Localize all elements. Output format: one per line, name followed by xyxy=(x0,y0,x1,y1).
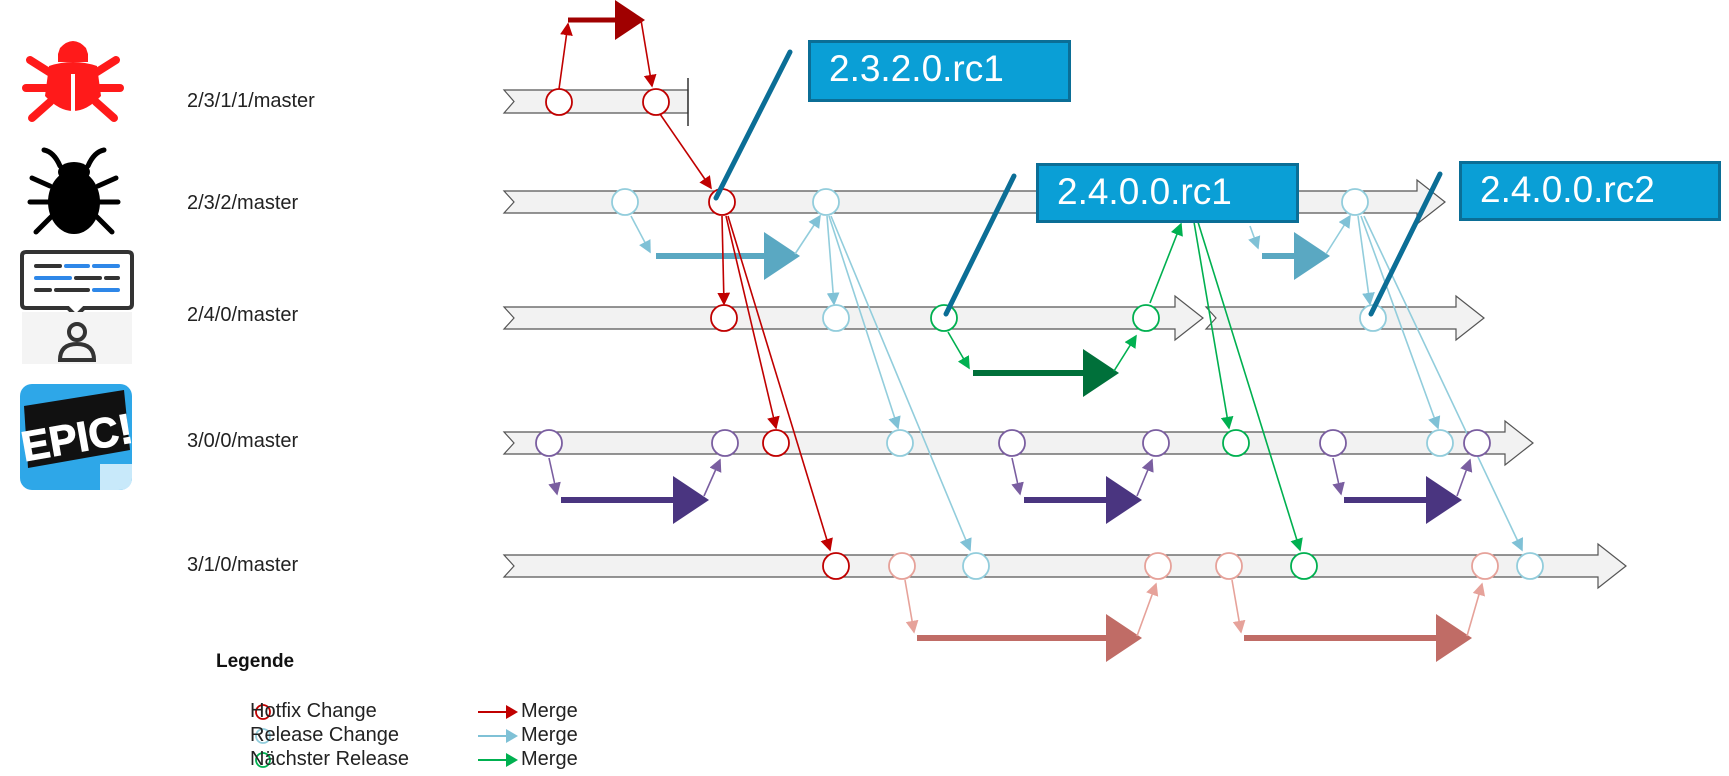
branch-bar-2-3-2 xyxy=(502,178,1446,226)
tag-2-4-0-0-rc2: 2.4.0.0.rc2 xyxy=(1459,161,1721,221)
feature-light-arrows xyxy=(904,579,1486,637)
tag-pointer-rc1-232 xyxy=(713,49,793,201)
branch-label-3-1-0: 3/1/0/master xyxy=(187,554,299,576)
commit-feature-light xyxy=(1144,552,1172,580)
commit-feature-light xyxy=(1471,552,1499,580)
release-arrows xyxy=(630,214,1523,552)
legend-next-release: Nächster Release xyxy=(250,748,409,770)
commit-release xyxy=(822,304,850,332)
commit-hotfix xyxy=(545,88,573,116)
tag-2-3-2-0-rc1: 2.3.2.0.rc1 xyxy=(808,40,1071,102)
commit-hotfix xyxy=(822,552,850,580)
commit-feature xyxy=(1463,429,1491,457)
legend-title: Legende xyxy=(216,651,295,672)
branch-label-2-4-0: 2/4/0/master xyxy=(187,304,299,326)
red-bug-icon xyxy=(22,41,124,122)
legend-merge-next-release: Merge xyxy=(521,748,578,770)
commit-feature xyxy=(535,429,563,457)
branch-bar-2-4-0 xyxy=(502,294,1204,342)
feature-bars xyxy=(561,0,1472,662)
branch-bar-3-1-0 xyxy=(502,542,1627,590)
commit-next-release xyxy=(1222,429,1250,457)
commits xyxy=(535,88,1544,580)
commit-release xyxy=(1341,188,1369,216)
legend-symbols xyxy=(255,704,518,768)
legend-merge-release: Merge xyxy=(521,724,578,746)
commit-next-release xyxy=(930,304,958,332)
commit-release xyxy=(812,188,840,216)
legend-hotfix-change: Hotfix Change xyxy=(250,700,377,722)
legend-merge-hotfix: Merge xyxy=(521,700,578,722)
branch-label-2-3-2: 2/3/2/master xyxy=(187,192,299,214)
commit-next-release xyxy=(1132,304,1160,332)
tag-pointers xyxy=(713,49,1443,317)
user-feedback-icon xyxy=(20,250,134,364)
commit-release xyxy=(611,188,639,216)
branch-label-2-3-1-1: 2/3/1/1/master xyxy=(187,90,315,112)
commit-release xyxy=(1516,552,1544,580)
tag-pointer-rc1-240 xyxy=(943,173,1017,317)
commit-feature xyxy=(1319,429,1347,457)
commit-next-release xyxy=(1290,552,1318,580)
commit-feature xyxy=(1142,429,1170,457)
legend-release-change: Release Change xyxy=(250,724,399,746)
branch-bar-2-4-0b xyxy=(1204,294,1485,342)
tag-2-4-0-0-rc1: 2.4.0.0.rc1 xyxy=(1036,163,1299,223)
commit-feature xyxy=(711,429,739,457)
commit-release xyxy=(1426,429,1454,457)
tag-pointer-rc2-240 xyxy=(1368,171,1443,317)
next-release-arrows xyxy=(947,221,1303,552)
feature-arrows xyxy=(548,457,1473,497)
commit-hotfix xyxy=(710,304,738,332)
commit-feature-light xyxy=(888,552,916,580)
commit-feature-light xyxy=(1215,552,1243,580)
commit-release xyxy=(886,429,914,457)
branch-bars xyxy=(502,78,1627,590)
commit-hotfix xyxy=(642,88,670,116)
commit-feature xyxy=(998,429,1026,457)
commit-hotfix xyxy=(762,429,790,457)
commit-hotfix xyxy=(708,188,736,216)
branch-label-3-0-0: 3/0/0/master xyxy=(187,430,299,452)
hotfix-arrows xyxy=(558,19,833,552)
black-bug-icon xyxy=(27,147,121,235)
commit-release xyxy=(962,552,990,580)
epic-icon: EPIC! xyxy=(18,384,136,490)
